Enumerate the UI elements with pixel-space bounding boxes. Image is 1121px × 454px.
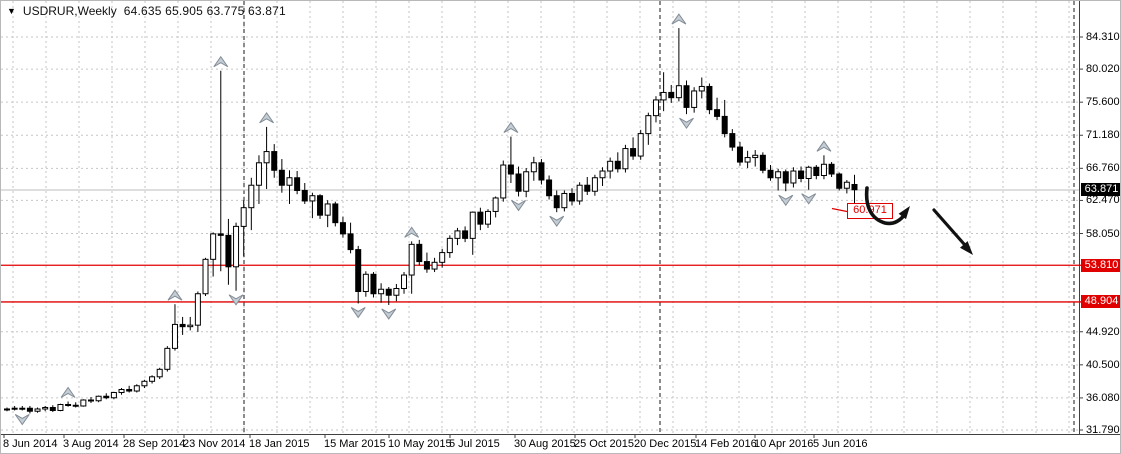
y-axis-label: 75.600 [1086,96,1120,108]
y-axis-label: 44.920 [1086,326,1120,338]
symbol-dropdown-icon[interactable]: ▼ [7,5,16,17]
y-axis-label: 84.310 [1086,31,1120,43]
x-axis-label: 15 Mar 2015 [324,438,386,450]
axis-labels-layer: 84.31080.02075.60071.18066.76062.47058.0… [1,1,1120,453]
chart-title-bar: ▼ USDRUR,Weekly 64.635 65.905 63.775 63.… [7,4,286,18]
trendline-price-label[interactable]: 60.971 [847,203,893,219]
x-axis-label: 23 Nov 2014 [183,438,245,450]
y-axis-label: 58.050 [1086,228,1120,240]
level-price-badge-53810[interactable]: 53.810 [1081,259,1121,272]
x-axis-label: 20 Dec 2015 [634,438,696,450]
x-axis-label: 8 Jun 2014 [3,438,57,450]
x-axis-label: 28 Sep 2014 [123,438,185,450]
x-axis-label: 25 Oct 2015 [574,438,634,450]
x-axis-label: 14 Feb 2016 [695,438,757,450]
y-axis-label: 31.790 [1086,424,1120,436]
y-axis-label: 71.180 [1086,129,1120,141]
y-axis-label: 36.080 [1086,392,1120,404]
y-axis-label: 66.760 [1086,162,1120,174]
x-axis-label: 10 Apr 2016 [754,438,813,450]
current-price-badge: 63.871 [1081,183,1121,196]
x-axis-label: 30 Aug 2015 [514,438,576,450]
ohlc-readout: 64.635 65.905 63.775 63.871 [124,4,286,18]
chart-window: ▼ USDRUR,Weekly 64.635 65.905 63.775 63.… [0,0,1121,454]
y-axis-label: 80.020 [1086,63,1120,75]
y-axis-label: 40.500 [1086,359,1120,371]
level-price-badge-48904[interactable]: 48.904 [1081,295,1121,308]
x-axis-label: 5 Jun 2016 [813,438,867,450]
x-axis-label: 3 Aug 2014 [63,438,119,450]
x-axis-label: 10 May 2015 [388,438,452,450]
x-axis-label: 18 Jan 2015 [249,438,310,450]
symbol-period-label: USDRUR,Weekly [23,4,117,18]
x-axis-label: 5 Jul 2015 [449,438,500,450]
